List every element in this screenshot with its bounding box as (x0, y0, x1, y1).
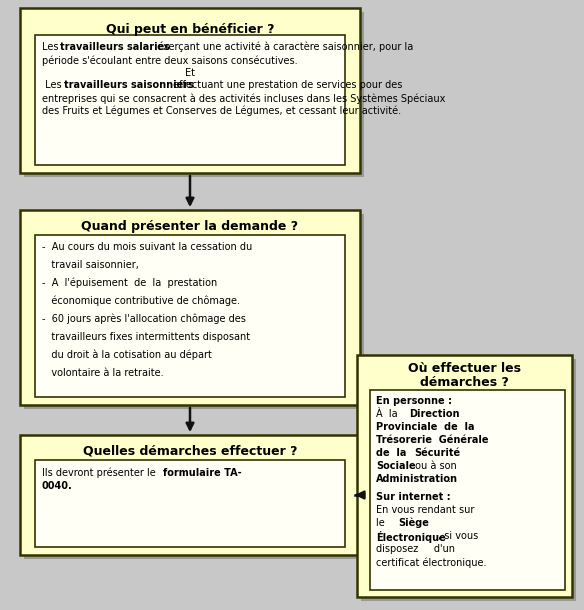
Text: Ils devront présenter le: Ils devront présenter le (42, 468, 159, 478)
Text: En vous rendant sur: En vous rendant sur (376, 505, 474, 515)
Text: démarches ?: démarches ? (419, 376, 509, 389)
Text: Trésorerie  Générale: Trésorerie Générale (376, 435, 488, 445)
Bar (35, 460, 345, 547)
Text: -  A  l'épuisement  de  la  prestation: - A l'épuisement de la prestation (42, 278, 217, 289)
Text: Siège: Siège (398, 518, 429, 528)
Text: économique contributive de chômage.: économique contributive de chômage. (42, 296, 240, 306)
Text: ou à son: ou à son (412, 461, 457, 471)
Bar (20, 210, 360, 405)
Text: période s'écoulant entre deux saisons consécutives.: période s'écoulant entre deux saisons co… (42, 55, 298, 65)
Bar (24, 12, 364, 177)
Bar (24, 439, 364, 559)
Text: Électronique: Électronique (376, 531, 446, 543)
Bar (35, 235, 345, 397)
Text: le: le (376, 518, 413, 528)
Text: En personne :: En personne : (376, 396, 452, 406)
Text: À  la: À la (376, 409, 404, 419)
Text: Quelles démarches effectuer ?: Quelles démarches effectuer ? (83, 445, 297, 458)
Text: certificat électronique.: certificat électronique. (376, 557, 486, 567)
Text: Administration: Administration (376, 474, 458, 484)
Text: Sécurité: Sécurité (414, 448, 460, 458)
Text: Qui peut en bénéficier ?: Qui peut en bénéficier ? (106, 23, 274, 36)
Text: travailleurs salariés: travailleurs salariés (60, 42, 170, 52)
Text: Sur internet :: Sur internet : (376, 492, 451, 502)
Bar (24, 214, 364, 409)
Text: -  60 jours après l'allocation chômage des: - 60 jours après l'allocation chômage de… (42, 314, 246, 325)
Text: de  la: de la (376, 448, 413, 458)
Text: volontaire à la retraite.: volontaire à la retraite. (42, 368, 164, 378)
Text: Direction: Direction (409, 409, 460, 419)
Text: Quand présenter la demande ?: Quand présenter la demande ? (81, 220, 298, 233)
Bar (20, 8, 360, 173)
Bar (35, 35, 345, 165)
Text: Provinciale  de  la: Provinciale de la (376, 422, 474, 432)
Text: travailleurs fixes intermittents disposant: travailleurs fixes intermittents disposa… (42, 332, 250, 342)
Text: Sociale: Sociale (376, 461, 416, 471)
Text: Les: Les (42, 80, 65, 90)
Text: -  Au cours du mois suivant la cessation du: - Au cours du mois suivant la cessation … (42, 242, 252, 252)
Text: Et: Et (185, 68, 195, 78)
Text: des Fruits et Légumes et Conserves de Légumes, et cessant leur activité.: des Fruits et Légumes et Conserves de Lé… (42, 106, 401, 117)
Text: disposez     d'un: disposez d'un (376, 544, 455, 554)
Text: effectuant une prestation de services pour des: effectuant une prestation de services po… (170, 80, 402, 90)
Text: , si vous: , si vous (438, 531, 478, 541)
Text: exerçant une activité à caractère saisonnier, pour la: exerçant une activité à caractère saison… (154, 42, 413, 52)
Text: travailleurs saisonniers: travailleurs saisonniers (64, 80, 194, 90)
Bar (361, 359, 576, 601)
Text: travail saisonnier,: travail saisonnier, (42, 260, 139, 270)
Text: .: . (448, 474, 451, 484)
Text: formulaire TA-: formulaire TA- (163, 468, 242, 478)
Text: entreprises qui se consacrent à des activités incluses dans les Systèmes Spéciau: entreprises qui se consacrent à des acti… (42, 93, 446, 104)
Text: Où effectuer les: Où effectuer les (408, 362, 520, 375)
Text: 0040.: 0040. (42, 481, 73, 491)
Bar (357, 355, 572, 597)
Bar (20, 435, 360, 555)
Text: Les: Les (42, 42, 62, 52)
Text: du droit à la cotisation au départ: du droit à la cotisation au départ (42, 350, 212, 361)
Bar (370, 390, 565, 590)
